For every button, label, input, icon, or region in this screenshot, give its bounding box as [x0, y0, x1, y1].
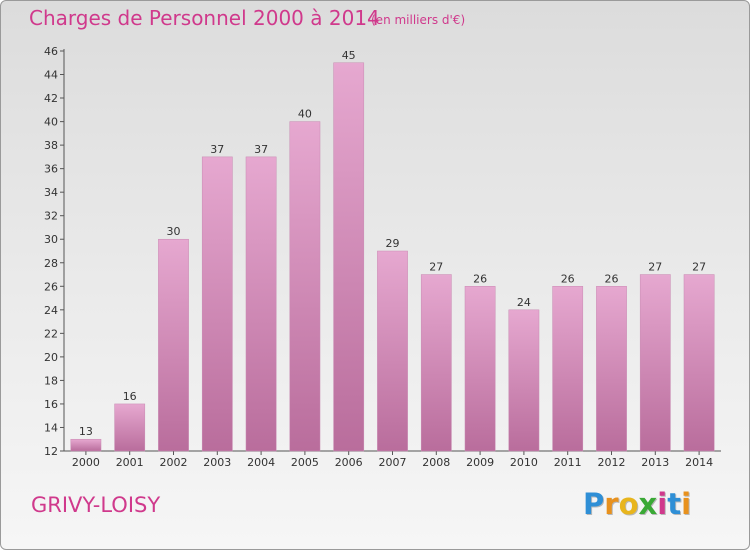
chart-title: Charges de Personnel 2000 à 2014 [29, 6, 380, 30]
y-tick-label: 30 [44, 233, 58, 246]
x-tick-label: 2009 [466, 456, 494, 469]
chart-subtitle: (en milliers d'€) [371, 13, 466, 27]
x-tick-label: 2000 [72, 456, 100, 469]
value-labels: 13 16 30 37 37 40 45 29 27 26 24 26 26 27 27 [79, 49, 706, 438]
logo-letter: r [604, 487, 619, 521]
proxiti-logo: Proxiti [583, 487, 691, 521]
value-label-2001: 16 [123, 390, 137, 403]
value-label-2013: 27 [648, 261, 662, 274]
bar-2006 [333, 62, 365, 452]
value-label-2009: 26 [473, 272, 487, 285]
x-tick-label: 2007 [379, 456, 407, 469]
x-tick-label: 2012 [598, 456, 626, 469]
value-label-2012: 26 [605, 272, 619, 285]
bar-2012 [596, 286, 627, 452]
y-tick-label: 38 [44, 139, 58, 152]
y-tick-label: 12 [44, 445, 58, 458]
bar-2009 [464, 286, 496, 452]
x-tick-label: 2013 [641, 456, 669, 469]
y-tick-label: 20 [44, 351, 58, 364]
x-tick-label: 2008 [422, 456, 450, 469]
logo-letter: t [667, 487, 682, 521]
y-tick-label: 22 [44, 327, 58, 340]
x-tick-label: 2002 [160, 456, 188, 469]
bar-2003 [201, 156, 233, 452]
bar-2000 [70, 438, 102, 452]
bar-2011 [552, 286, 584, 452]
commune-name: GRIVY-LOISY [31, 493, 161, 517]
y-tick-label: 46 [44, 45, 58, 58]
x-tick-label: 2004 [247, 456, 275, 469]
value-label-2003: 37 [210, 143, 224, 156]
logo-letter: i [681, 487, 692, 521]
bars [70, 62, 715, 452]
x-tick-label: 2006 [335, 456, 363, 469]
x-tick-label: 2003 [203, 456, 231, 469]
x-tick-label: 2001 [116, 456, 144, 469]
logo-letter: o [618, 487, 639, 521]
value-label-2011: 26 [561, 272, 575, 285]
bar-2008 [420, 274, 452, 452]
y-tick-label: 14 [44, 421, 58, 434]
x-tick-label: 2010 [510, 456, 538, 469]
value-label-2005: 40 [298, 108, 312, 121]
value-label-2004: 37 [254, 143, 268, 156]
y-tick-label: 44 [44, 69, 58, 82]
bar-2013 [639, 274, 671, 452]
value-label-2008: 27 [429, 261, 443, 274]
bar-2004 [245, 156, 277, 452]
y-tick-label: 16 [44, 398, 58, 411]
y-tick-label: 24 [44, 304, 58, 317]
y-tick-label: 36 [44, 163, 58, 176]
y-tick-label: 28 [44, 257, 58, 270]
logo-letter: i [657, 487, 668, 521]
x-tick-label: 2011 [554, 456, 582, 469]
bar-2005 [289, 121, 321, 452]
bar-2002 [158, 238, 189, 452]
y-tick-label: 42 [44, 92, 58, 105]
value-label-2002: 30 [167, 225, 181, 238]
x-tick-label: 2005 [291, 456, 319, 469]
value-label-2007: 29 [386, 237, 400, 250]
logo-letter: x [638, 487, 658, 521]
y-tick-label: 34 [44, 186, 58, 199]
y-tick-label: 40 [44, 116, 58, 129]
y-tick-label: 18 [44, 374, 58, 387]
y-axis: 12 14 16 18 20 22 24 26 28 30 32 34 36 38 40 42 44 46 [44, 45, 65, 458]
value-label-2010: 24 [517, 296, 531, 309]
value-label-2014: 27 [692, 261, 706, 274]
bar-2010 [508, 309, 540, 452]
x-axis: 2000 2001 2002 2003 2004 2005 2006 2007 2008 2009… [64, 450, 721, 469]
bar-2014 [683, 274, 715, 452]
y-tick-label: 26 [44, 280, 58, 293]
logo-letter: P [583, 487, 605, 521]
value-label-2006: 45 [342, 49, 356, 62]
y-tick-label: 32 [44, 210, 58, 223]
x-tick-label: 2014 [685, 456, 713, 469]
bar-2001 [114, 403, 146, 452]
value-label-2000: 13 [79, 425, 93, 438]
bar-2007 [377, 250, 408, 452]
